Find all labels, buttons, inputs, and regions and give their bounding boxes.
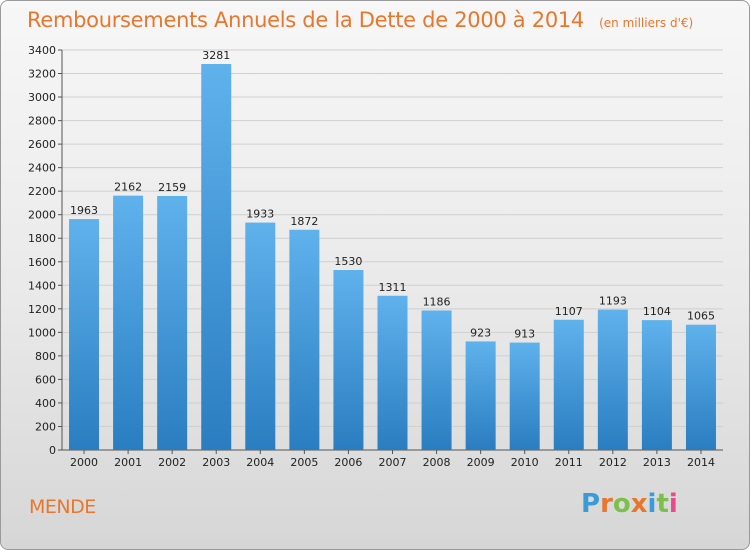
bar <box>553 319 584 450</box>
x-tick-label: 2004 <box>246 456 274 469</box>
value-label: 2162 <box>114 181 142 194</box>
bar <box>685 324 716 450</box>
value-label: 1872 <box>290 215 318 228</box>
y-tick-label: 1400 <box>28 279 56 292</box>
value-label: 1104 <box>643 305 671 318</box>
value-label: 1065 <box>687 310 715 323</box>
chart-title: Remboursements Annuels de la Dette de 20… <box>27 8 584 32</box>
value-label: 1193 <box>599 295 627 308</box>
value-label: 923 <box>470 326 491 339</box>
x-tick-label: 2011 <box>555 456 583 469</box>
bar <box>377 295 408 450</box>
logo-letter: i <box>647 489 657 519</box>
y-tick-label: 2000 <box>28 209 56 222</box>
y-tick-label: 1600 <box>28 256 56 269</box>
bar <box>157 196 188 450</box>
logo-letter: P <box>581 489 601 519</box>
y-tick-label: 1200 <box>28 303 56 316</box>
axes: 0 200 400 600 800 1000 1200 1400 1600 1800 2000 220… <box>28 44 723 469</box>
y-tick-label: 2600 <box>28 138 56 151</box>
value-label: 1963 <box>70 204 98 217</box>
x-tick-label: 2010 <box>511 456 539 469</box>
value-label: 3281 <box>202 49 230 62</box>
y-tick-label: 0 <box>49 444 56 457</box>
value-label: 1186 <box>423 295 451 308</box>
x-tick-label: 2002 <box>158 456 186 469</box>
y-tick-label: 600 <box>35 373 56 386</box>
y-tick-label: 1800 <box>28 232 56 245</box>
x-tick-label: 2006 <box>334 456 362 469</box>
value-label: 913 <box>514 328 535 341</box>
logo-letter: r <box>600 489 613 519</box>
bar <box>201 64 232 450</box>
y-tick-label: 3200 <box>28 68 56 81</box>
bar <box>509 342 540 450</box>
bar <box>421 310 452 450</box>
bar <box>69 219 100 450</box>
bar <box>289 229 320 450</box>
y-tick-label: 2400 <box>28 162 56 175</box>
value-label: 1933 <box>246 208 274 221</box>
y-tick-label: 800 <box>35 350 56 363</box>
y-tick-label: 2800 <box>28 115 56 128</box>
proxiti-logo: Proxiti <box>581 489 678 519</box>
value-label: 2159 <box>158 181 186 194</box>
y-tick-label: 200 <box>35 420 56 433</box>
bar <box>597 309 628 450</box>
commune-name: MENDE <box>29 496 96 518</box>
bars <box>69 64 716 450</box>
x-tick-label: 2007 <box>379 456 407 469</box>
x-tick-label: 2000 <box>70 456 98 469</box>
x-tick-label: 2003 <box>202 456 230 469</box>
value-labels: 1963 2162 2159 3281 1933 1872 1530 1311 1186 923 9… <box>70 49 715 341</box>
title-row: Remboursements Annuels de la Dette de 20… <box>27 8 693 32</box>
y-tick-label: 3000 <box>28 91 56 104</box>
logo-letter: i <box>668 489 678 519</box>
x-tick-label: 2005 <box>290 456 318 469</box>
x-tick-label: 2008 <box>423 456 451 469</box>
x-tick-label: 2013 <box>643 456 671 469</box>
value-label: 1530 <box>334 255 362 268</box>
y-tick-label: 2200 <box>28 185 56 198</box>
logo-letter: x <box>630 489 648 519</box>
bar <box>333 270 364 450</box>
x-tick-label: 2009 <box>467 456 495 469</box>
logo-letter: t <box>656 489 669 519</box>
logo-letter: o <box>612 489 631 519</box>
bar <box>245 222 276 450</box>
y-tick-label: 400 <box>35 397 56 410</box>
bar <box>113 195 144 450</box>
x-tick-label: 2001 <box>114 456 142 469</box>
chart-subtitle: (en milliers d'€) <box>599 16 694 30</box>
value-label: 1311 <box>379 281 407 294</box>
bar <box>641 320 672 450</box>
x-tick-label: 2012 <box>599 456 627 469</box>
x-tick-label: 2014 <box>687 456 715 469</box>
bar <box>465 341 496 450</box>
y-tick-label: 3400 <box>28 44 56 57</box>
value-label: 1107 <box>555 305 583 318</box>
y-tick-label: 1000 <box>28 326 56 339</box>
